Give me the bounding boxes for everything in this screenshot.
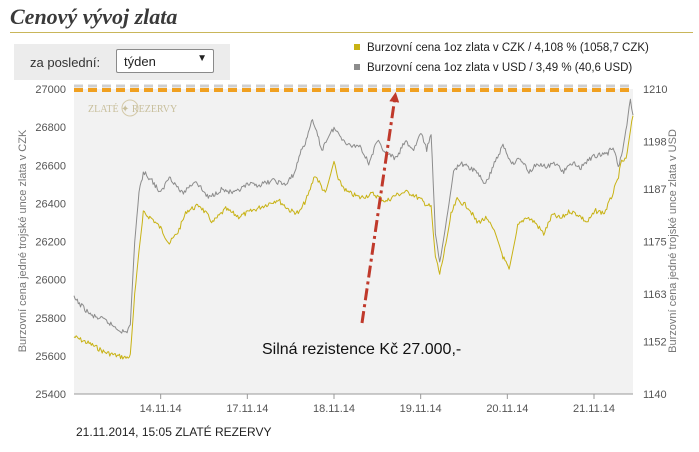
legend-item-usd[interactable]: Burzovní cena 1oz zlata v USD / 3,49 % (… xyxy=(354,62,649,82)
series-line-czk xyxy=(73,115,634,360)
y-left-tick-label: 25800 xyxy=(35,313,66,325)
page-title: Cenový vývoj zlata xyxy=(10,4,178,29)
y-left-tick-label: 25600 xyxy=(35,351,66,363)
x-tick-label: 20.11.14 xyxy=(486,403,528,415)
y-axis-left-title: Burzovní cena jedné trojské unce zlata v… xyxy=(17,129,29,352)
y-left-tick-label: 25400 xyxy=(35,389,66,401)
legend-label-usd: Burzovní cena 1oz zlata v USD / 3,49 % (… xyxy=(367,62,633,74)
annotation-text: Silná rezistence Kč 27.000,- xyxy=(262,341,461,358)
y-right-tick-label: 1198 xyxy=(643,136,667,148)
y-left-tick-label: 26800 xyxy=(35,122,66,134)
legend-item-czk[interactable]: Burzovní cena 1oz zlata v CZK / 4,108 % … xyxy=(354,42,649,62)
period-label: za poslední: xyxy=(30,55,101,70)
x-tick-label: 14.11.14 xyxy=(140,403,182,415)
y-right-tick-label: 1187 xyxy=(643,184,667,196)
y-left-tick-label: 26600 xyxy=(35,160,66,172)
y-axis-right-title: Burzovní cena jedné trojské unce zlata v… xyxy=(667,129,679,353)
footer-timestamp: 21.11.2014, 15:05 ZLATÉ REZERVY xyxy=(76,425,272,439)
y-axis-left-ticks: 25400 25600 25800 26000 26200 26400 26600 26800… xyxy=(35,84,66,401)
x-tick-label: 19.11.14 xyxy=(400,403,442,415)
annotation-arrow xyxy=(360,92,400,324)
chart-legend: Burzovní cena 1oz zlata v CZK / 4,108 % … xyxy=(354,42,649,82)
period-select-value: týden xyxy=(124,54,156,69)
title-divider xyxy=(10,32,693,33)
y-right-tick-label: 1140 xyxy=(643,389,667,401)
y-left-tick-label: 26400 xyxy=(35,198,66,210)
chevron-down-icon: ▼ xyxy=(197,53,207,64)
y-axis-right-ticks: 1140 1152 1163 1175 1187 1198 1210 xyxy=(643,84,667,401)
y-right-tick-label: 1210 xyxy=(643,84,667,96)
series-line-usd xyxy=(73,98,634,334)
y-left-tick-label: 26000 xyxy=(35,275,66,287)
period-select[interactable]: týden ▼ xyxy=(116,49,214,73)
y-right-tick-label: 1152 xyxy=(643,337,667,349)
legend-label-czk: Burzovní cena 1oz zlata v CZK / 4,108 % … xyxy=(367,42,649,54)
y-left-tick-label: 26200 xyxy=(35,237,66,249)
x-tick-label: 17.11.14 xyxy=(226,403,268,415)
watermark-logo: ZLATÉ ✦ REZERVY xyxy=(88,99,177,117)
legend-swatch-usd xyxy=(354,63,360,70)
x-tick-label: 18.11.14 xyxy=(313,403,355,415)
period-filter: za poslední: týden ▼ xyxy=(14,44,230,80)
y-right-tick-label: 1175 xyxy=(643,237,667,249)
y-left-tick-label: 27000 xyxy=(35,84,66,96)
legend-swatch-czk xyxy=(354,43,360,50)
x-axis-ticks: 14.11.14 17.11.14 18.11.14 19.11.14 20.11.14… xyxy=(140,394,615,415)
watermark-text: ZLATÉ ✦ REZERVY xyxy=(88,103,177,115)
x-tick-label: 21.11.14 xyxy=(573,403,615,415)
y-right-tick-label: 1163 xyxy=(643,289,667,301)
